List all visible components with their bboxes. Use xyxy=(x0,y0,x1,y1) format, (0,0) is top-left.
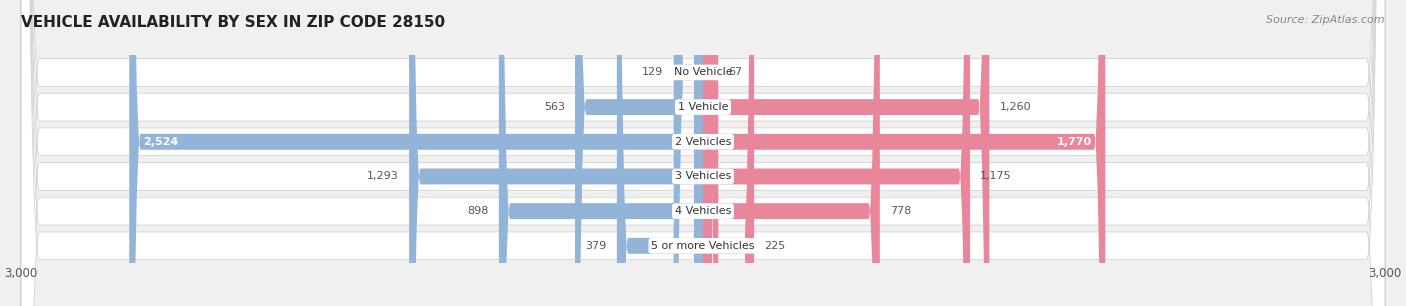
Text: 129: 129 xyxy=(643,67,664,77)
Text: 379: 379 xyxy=(585,241,606,251)
Text: 898: 898 xyxy=(467,206,489,216)
Text: 1 Vehicle: 1 Vehicle xyxy=(678,102,728,112)
FancyBboxPatch shape xyxy=(575,0,703,306)
Text: 1,770: 1,770 xyxy=(1056,137,1091,147)
Text: VEHICLE AVAILABILITY BY SEX IN ZIP CODE 28150: VEHICLE AVAILABILITY BY SEX IN ZIP CODE … xyxy=(21,15,446,30)
FancyBboxPatch shape xyxy=(703,0,970,306)
FancyBboxPatch shape xyxy=(21,0,1385,306)
Text: 225: 225 xyxy=(765,241,786,251)
Text: 3 Vehicles: 3 Vehicles xyxy=(675,171,731,181)
FancyBboxPatch shape xyxy=(703,0,1105,306)
Text: 5 or more Vehicles: 5 or more Vehicles xyxy=(651,241,755,251)
FancyBboxPatch shape xyxy=(409,0,703,306)
Text: 1,260: 1,260 xyxy=(1000,102,1031,112)
Text: No Vehicle: No Vehicle xyxy=(673,67,733,77)
Text: 67: 67 xyxy=(728,67,742,77)
FancyBboxPatch shape xyxy=(703,0,718,306)
FancyBboxPatch shape xyxy=(21,0,1385,306)
FancyBboxPatch shape xyxy=(703,0,754,306)
Text: 2,524: 2,524 xyxy=(143,137,179,147)
Text: 1,175: 1,175 xyxy=(980,171,1012,181)
Text: 563: 563 xyxy=(544,102,565,112)
FancyBboxPatch shape xyxy=(21,0,1385,306)
FancyBboxPatch shape xyxy=(617,0,703,306)
FancyBboxPatch shape xyxy=(21,0,1385,306)
Text: 1,293: 1,293 xyxy=(367,171,399,181)
FancyBboxPatch shape xyxy=(703,0,990,306)
FancyBboxPatch shape xyxy=(21,0,1385,306)
FancyBboxPatch shape xyxy=(129,0,703,306)
Text: 4 Vehicles: 4 Vehicles xyxy=(675,206,731,216)
FancyBboxPatch shape xyxy=(673,0,703,306)
Text: 778: 778 xyxy=(890,206,911,216)
FancyBboxPatch shape xyxy=(21,0,1385,306)
Text: Source: ZipAtlas.com: Source: ZipAtlas.com xyxy=(1267,15,1385,25)
Text: 2 Vehicles: 2 Vehicles xyxy=(675,137,731,147)
FancyBboxPatch shape xyxy=(499,0,703,306)
FancyBboxPatch shape xyxy=(703,0,880,306)
